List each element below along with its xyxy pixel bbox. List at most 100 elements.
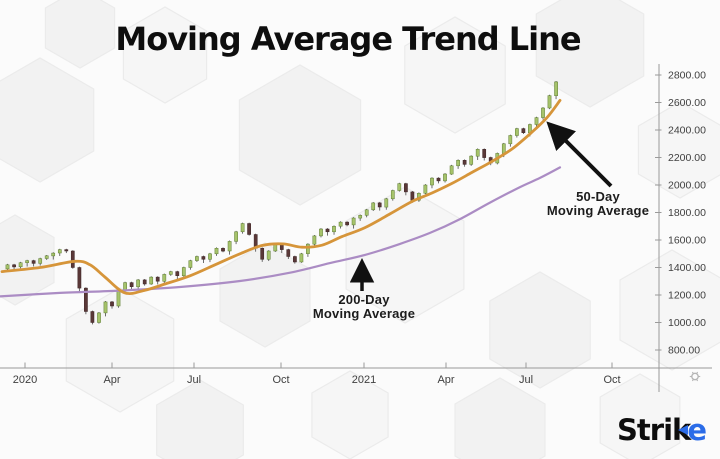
candle-up xyxy=(306,243,310,254)
ma200-annotation-line2: Moving Average xyxy=(312,305,416,321)
hexagon-shape xyxy=(238,64,362,206)
moving-average-lines xyxy=(0,99,562,298)
x-tick-label[interactable]: Oct xyxy=(603,374,620,386)
candle-up xyxy=(515,128,519,136)
candle-down xyxy=(90,311,95,323)
candle-up xyxy=(25,260,29,263)
y-tick-label[interactable]: 1000.00 xyxy=(668,317,706,329)
candle-up xyxy=(456,160,460,167)
candle-down xyxy=(64,249,69,252)
hexagon-shape xyxy=(535,0,645,108)
x-tick-label[interactable]: Apr xyxy=(103,374,120,386)
gear-tooth xyxy=(696,371,699,375)
candle-down xyxy=(221,248,225,252)
x-tick-label[interactable]: Apr xyxy=(437,374,454,386)
candle-up xyxy=(534,117,539,125)
candle-up xyxy=(554,81,558,96)
ma50-arrow xyxy=(546,121,613,188)
hexagon-shape xyxy=(65,287,175,413)
candle-up xyxy=(338,221,343,227)
candle-down xyxy=(404,183,408,193)
x-tick-label[interactable]: Jul xyxy=(519,374,533,386)
hexagon-shape xyxy=(44,0,116,69)
candle-up xyxy=(136,279,140,288)
y-tick-label[interactable]: 1200.00 xyxy=(668,290,706,302)
y-tick-label[interactable]: 2200.00 xyxy=(668,152,706,164)
candle-up xyxy=(430,177,434,186)
settings-gear-icon[interactable] xyxy=(689,371,701,382)
candle-down xyxy=(31,260,36,264)
candle-up xyxy=(547,95,552,109)
candle-down xyxy=(84,287,88,312)
candle-down xyxy=(110,301,114,307)
y-tick-label[interactable]: 1400.00 xyxy=(668,262,706,274)
hexagon-shape xyxy=(122,6,208,104)
ma50-annotation-line2: Moving Average xyxy=(546,202,650,218)
candle-up xyxy=(103,301,108,314)
candle-up xyxy=(501,143,506,154)
candle-down xyxy=(77,267,82,289)
candle-up xyxy=(149,276,154,285)
candle-up xyxy=(188,260,193,268)
y-tick-label[interactable]: 2600.00 xyxy=(668,97,706,109)
candle-up xyxy=(240,223,245,233)
gear-tooth xyxy=(696,378,699,382)
candle-up xyxy=(116,290,121,307)
candle-up xyxy=(371,202,376,211)
candle-up xyxy=(299,253,304,263)
candle-up xyxy=(57,249,62,254)
candle-down xyxy=(482,149,487,158)
candle-up xyxy=(38,258,43,264)
gear-tooth xyxy=(691,378,694,382)
candle-up xyxy=(97,312,101,323)
candle-down xyxy=(142,279,147,285)
candle-up xyxy=(508,135,513,145)
strike-logo: Strike xyxy=(617,413,707,447)
candle-up xyxy=(18,262,23,268)
hexagon-shape xyxy=(619,249,720,371)
candle-down xyxy=(70,250,75,268)
y-tick-label[interactable]: 800.00 xyxy=(668,345,700,357)
ma50-line xyxy=(0,99,562,296)
y-tick-label[interactable]: 1800.00 xyxy=(668,207,706,219)
candle-down xyxy=(155,276,160,282)
candle-up xyxy=(168,271,173,275)
y-tick-label[interactable]: 2800.00 xyxy=(668,70,706,82)
candle-down xyxy=(260,248,265,260)
ma50-annotation-label: 50-Day Moving Average xyxy=(518,190,678,217)
gear-tooth xyxy=(691,371,694,375)
ma50-annotation-line1: 50-Day xyxy=(576,189,620,204)
candle-down xyxy=(247,223,251,235)
gear-circle xyxy=(691,372,699,381)
candle-down xyxy=(201,256,206,260)
page-title: Moving Average Trend Line xyxy=(115,20,581,58)
hexagon-shape xyxy=(404,16,506,134)
y-tick-label[interactable]: 1600.00 xyxy=(668,235,706,247)
candle-up xyxy=(469,155,474,165)
candle-up xyxy=(5,264,10,270)
candle-up xyxy=(384,198,389,208)
strike-logo-arrow-e-icon: e xyxy=(687,413,707,447)
candle-up xyxy=(332,226,336,233)
x-tick-label[interactable]: 2020 xyxy=(13,374,37,386)
candle-up xyxy=(397,183,402,191)
candle-up xyxy=(390,190,395,200)
candle-up xyxy=(214,248,219,255)
candle-down xyxy=(436,177,441,182)
candle-down xyxy=(410,191,415,201)
candle-up xyxy=(51,252,56,257)
ma200-annotation-label: 200-Day Moving Average xyxy=(284,293,444,320)
candle-up xyxy=(195,256,199,261)
x-tick-label[interactable]: Jul xyxy=(187,374,201,386)
candle-up xyxy=(364,209,369,216)
hexagon-shape xyxy=(454,377,546,459)
candle-down xyxy=(521,128,526,133)
x-tick-label[interactable]: 2021 xyxy=(352,374,376,386)
candle-up xyxy=(443,173,447,182)
candle-up xyxy=(312,235,317,245)
candle-up xyxy=(449,165,454,175)
candle-up xyxy=(208,253,212,260)
y-tick-label[interactable]: 2000.00 xyxy=(668,180,706,192)
x-tick-label[interactable]: Oct xyxy=(272,374,289,386)
y-tick-label[interactable]: 2400.00 xyxy=(668,125,706,137)
